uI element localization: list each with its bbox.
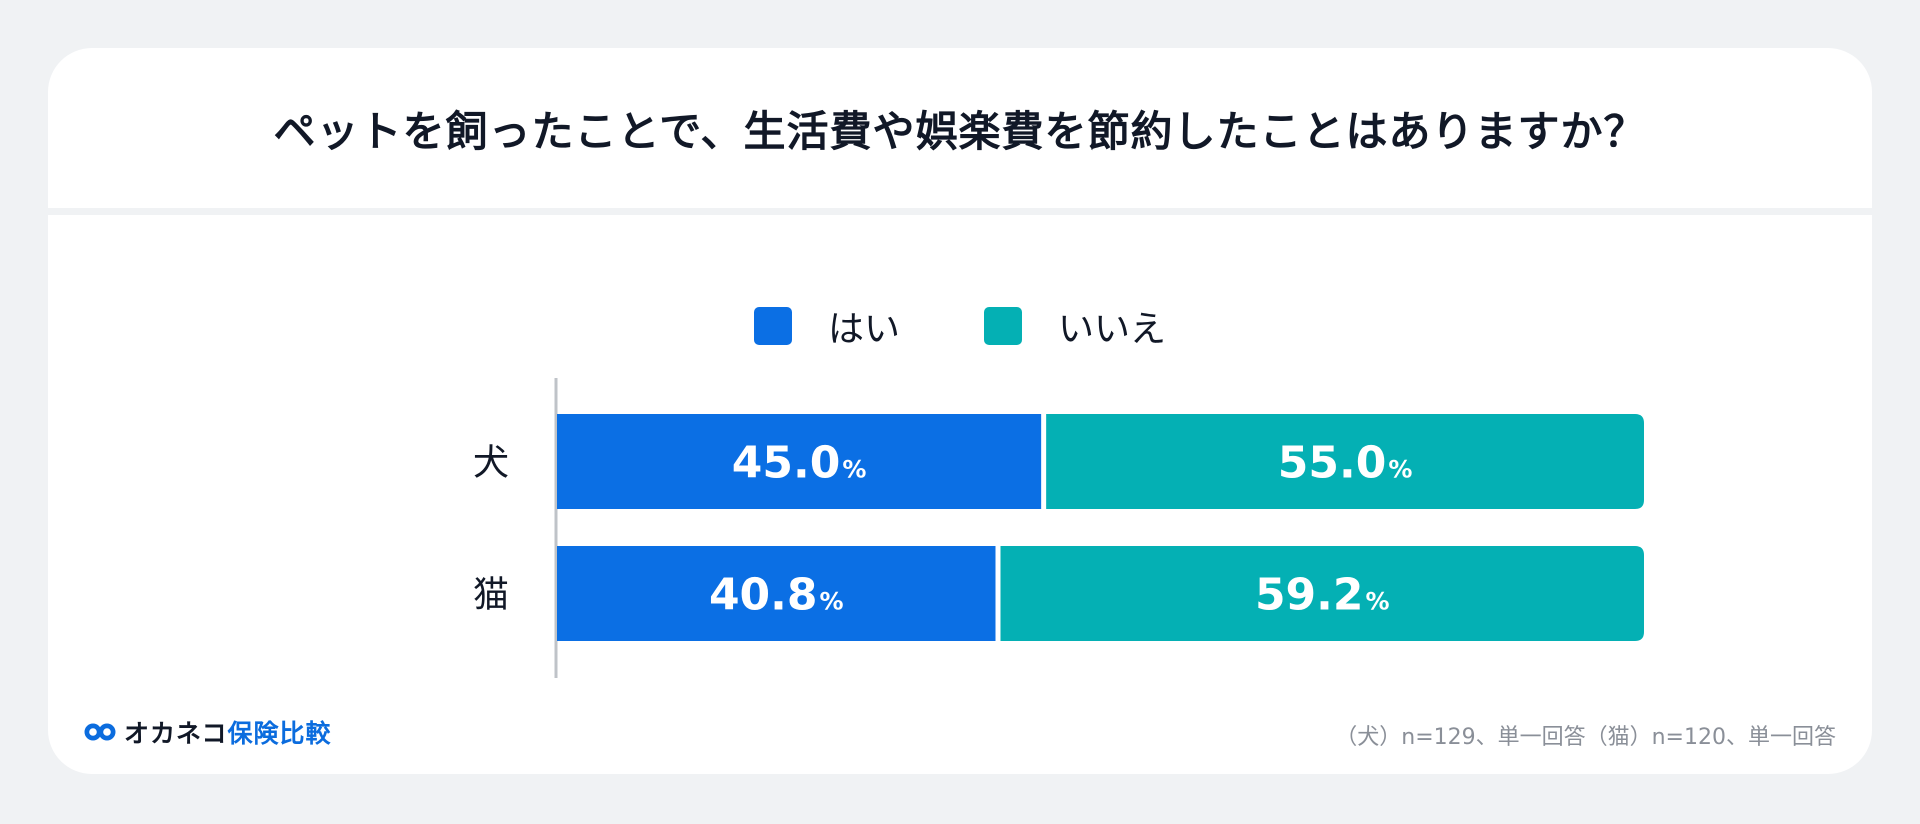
category-label: 犬 <box>473 443 509 484</box>
legend-swatch-yes <box>753 307 792 345</box>
bar-segment <box>557 414 1042 509</box>
chart-title: ペットを飼ったことで、生活費や娯楽費を節約したことはありますか？ <box>273 106 1647 156</box>
data-label: 45.0% <box>732 438 867 489</box>
bar-segment <box>1046 414 1644 509</box>
legend-label-no: いいえ <box>1058 309 1167 350</box>
brand-logo: オカネコ 保険比較 <box>84 714 332 750</box>
legend-swatch-no <box>984 307 1022 345</box>
sample-size-note: （犬）n=129、単一回答（猫）n=120、単一回答 <box>1335 725 1836 750</box>
legend-item-no: いいえ <box>984 300 1166 352</box>
legend-item-yes: はい <box>753 300 900 352</box>
bar-chart: 犬 45.0% 55.0% 猫 40.8% 59.2% <box>473 378 1644 678</box>
chart-card: ペットを飼ったことで、生活費や娯楽費を節約したことはありますか？ はい いいえ … <box>48 48 1872 774</box>
bar-segment <box>1000 546 1644 641</box>
data-label: 55.0% <box>1278 438 1413 489</box>
category-label: 猫 <box>473 575 509 616</box>
legend: はい いいえ <box>48 300 1872 352</box>
logo-text: オカネコ <box>124 719 228 748</box>
data-label: 40.8% <box>709 570 844 621</box>
data-label: 59.2% <box>1255 570 1390 621</box>
title-area: ペットを飼ったことで、生活費や娯楽費を節約したことはありますか？ <box>48 48 1872 215</box>
cat-face-logo-icon <box>84 723 116 741</box>
bar-segment <box>557 546 996 641</box>
logo-text-blue: 保険比較 <box>227 719 332 748</box>
legend-label-yes: はい <box>827 309 900 350</box>
